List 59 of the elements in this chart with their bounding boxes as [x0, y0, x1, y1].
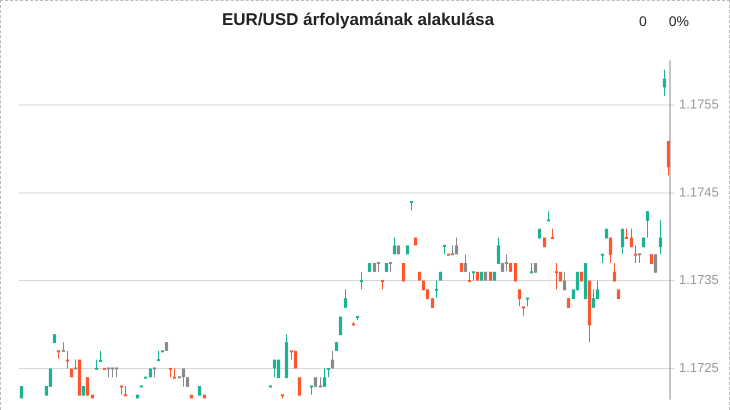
candlestick [624, 228, 628, 240]
candlestick [608, 237, 612, 264]
text: 0 [638, 13, 647, 29]
candlestick [658, 220, 662, 255]
candlestick [620, 228, 624, 255]
y-tick-label: 1.1725 [679, 360, 719, 376]
candlestick [546, 210, 550, 222]
candlestick [272, 359, 276, 378]
candlestick [392, 237, 396, 255]
candlestick [630, 228, 634, 248]
candlestick [20, 386, 24, 399]
candlestick [388, 262, 392, 272]
candlestick [376, 262, 380, 272]
candlestick [550, 228, 554, 240]
y-tick-label: 1.1745 [679, 184, 719, 200]
candlestick [514, 262, 518, 282]
candlestick [518, 288, 522, 307]
y-tick-label: 1.1755 [679, 96, 719, 112]
text: 0% [668, 13, 689, 29]
candlestick [86, 376, 90, 396]
candlestick [530, 262, 534, 274]
candlestick [344, 288, 348, 308]
candlestick [612, 262, 616, 282]
candlestick [62, 342, 66, 352]
candlestick [66, 350, 70, 369]
candlestick [592, 288, 596, 308]
candlestick [294, 350, 298, 369]
candlestick [402, 262, 406, 282]
candlestick [94, 359, 98, 370]
candlestick [562, 271, 566, 291]
y-tick-label: 1.1735 [679, 272, 719, 288]
candlestick [566, 298, 570, 308]
candlestick [318, 376, 322, 388]
candlestick [360, 271, 364, 290]
candlestick [330, 350, 334, 369]
candlestick [504, 254, 508, 272]
candlestick [156, 350, 160, 362]
candlestick [434, 280, 438, 299]
candlestick [322, 368, 326, 388]
candlestick [276, 359, 280, 379]
chart-title: EUR/USD árfolyamának alakulása [222, 10, 494, 29]
candlestick [338, 316, 342, 336]
candlestick [554, 262, 558, 290]
candlestick [124, 386, 128, 396]
candlestick [496, 237, 500, 264]
candlestick [186, 376, 190, 388]
candlestick [430, 298, 434, 308]
candlestick [464, 254, 468, 272]
candlestick [172, 368, 176, 379]
candlestick [314, 376, 318, 388]
candlestick [298, 376, 302, 396]
candlestick [450, 244, 454, 256]
candlestick [98, 350, 102, 362]
candlestick [454, 237, 458, 255]
candlestick [468, 271, 472, 282]
candlestick [662, 69, 666, 97]
candlestick [74, 359, 78, 370]
candlestick [634, 244, 638, 264]
candlestick [646, 210, 650, 238]
